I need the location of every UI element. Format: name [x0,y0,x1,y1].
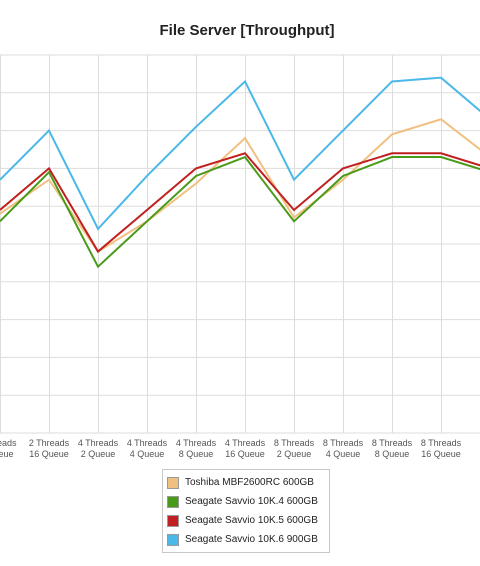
x-tick-label-4-1: 8 Queue [179,449,214,459]
x-tick-label-1-1: 16 Queue [29,449,69,459]
legend: Toshiba MBF2600RC 600GB Seagate Savvio 10… [162,469,330,553]
x-tick-label-5-0: 4 Threads [225,438,266,448]
x-tick-label-1-0: 2 Threads [29,438,70,448]
x-tick-label-8-0: 8 Threads [372,438,413,448]
x-tick-label-9-0: 8 Threads [421,438,462,448]
plot-grid [0,54,480,434]
legend-label-0: Toshiba MBF2600RC 600GB [185,477,314,488]
x-tick-label-9-1: 16 Queue [421,449,461,459]
legend-label-1: Seagate Savvio 10K.4 600GB [185,496,318,507]
series-line-0 [0,118,480,253]
chart-title: File Server [Throughput] [159,22,334,39]
x-tick-label-2-1: 2 Queue [81,449,116,459]
x-tick-label-8-1: 8 Queue [375,449,410,459]
legend-label-2: Seagate Savvio 10K.5 600GB [185,515,318,526]
x-tick-label-7-1: 4 Queue [326,449,361,459]
plot-series [0,76,480,269]
x-tick-label-6-0: 8 Threads [274,438,315,448]
legend-swatch-2 [167,514,179,527]
x-tick-label-2-0: 4 Threads [78,438,119,448]
x-tick-label-5-1: 16 Queue [225,449,265,459]
legend-swatch-3 [167,533,179,546]
x-tick-label-3-0: 4 Threads [127,438,168,448]
legend-item-1: Seagate Savvio 10K.4 600GB [167,492,325,511]
legend-label-3: Seagate Savvio 10K.6 900GB [185,534,318,545]
series-line-3 [0,76,480,231]
legend-item-2: Seagate Savvio 10K.5 600GB [167,511,325,530]
series-line-1 [0,155,480,269]
x-tick-label-3-1: 4 Queue [130,449,165,459]
x-tick-label-7-0: 8 Threads [323,438,364,448]
legend-swatch-0 [167,476,179,489]
x-tick-label-6-1: 2 Queue [277,449,312,459]
legend-item-3: Seagate Savvio 10K.6 900GB [167,530,325,549]
legend-item-0: Toshiba MBF2600RC 600GB [167,473,325,492]
legend-swatch-1 [167,495,179,508]
x-tick-label-0-0: Threads [0,438,17,448]
series-line-2 [0,152,480,254]
x-tick-label-0-1: Queue [0,449,14,459]
x-tick-label-4-0: 4 Threads [176,438,217,448]
